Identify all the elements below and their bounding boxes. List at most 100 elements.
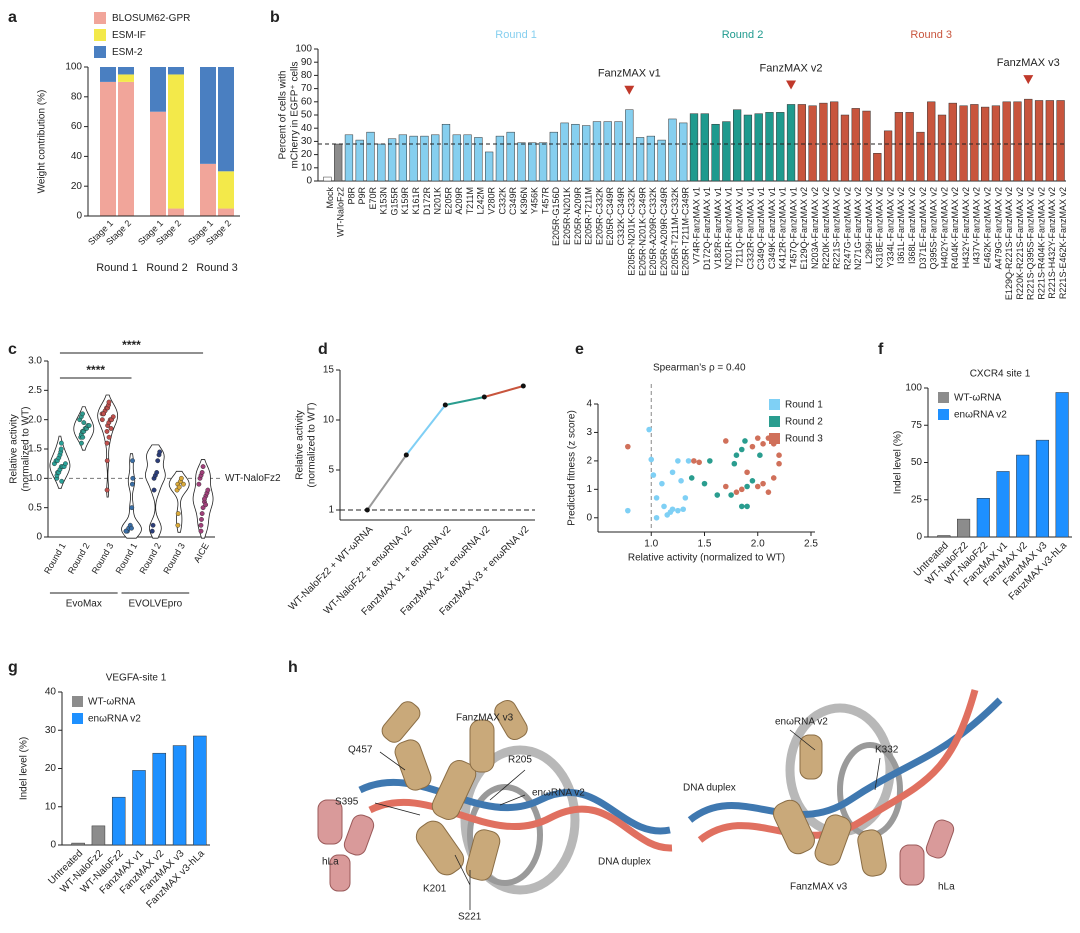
- x-tick-label: AICE: [192, 541, 211, 564]
- x-tick-label: T211M: [465, 187, 475, 214]
- y-axis-label: (normalized to WT): [21, 406, 32, 491]
- dna-strand: [687, 697, 1003, 823]
- bar: [830, 101, 839, 182]
- legend-label: WT-ωRNA: [88, 697, 136, 708]
- structure-label: hLa: [938, 882, 955, 893]
- y-tick-label: 100: [905, 383, 922, 394]
- y-tick-label: 10: [323, 415, 335, 426]
- bar-segment: [150, 67, 166, 112]
- point: [667, 509, 674, 515]
- point: [58, 446, 64, 452]
- y-tick-label: 1: [328, 505, 334, 516]
- x-tick-label: R221S-E462K-FanzMAX v2: [1058, 187, 1068, 299]
- x-tick-label: R221S-R404K-FanzMAX v2: [1036, 187, 1046, 300]
- structure-label: FanzMAX v3: [790, 882, 848, 893]
- y-tick-label: 40: [71, 151, 83, 162]
- structure-label: DNA duplex: [683, 783, 736, 794]
- x-tick-label: Round 3: [90, 541, 116, 575]
- point: [199, 511, 205, 516]
- point: [110, 414, 116, 420]
- y-tick-label: 0: [36, 532, 42, 543]
- x-tick-label: E462K-FanzMAX v2: [983, 187, 993, 269]
- bar: [996, 471, 1010, 538]
- point: [80, 411, 85, 417]
- panel-letter: d: [318, 341, 328, 358]
- bar: [152, 752, 167, 846]
- point: [86, 423, 92, 428]
- point: [155, 458, 161, 464]
- panel-letter: h: [288, 659, 298, 676]
- point: [106, 399, 112, 405]
- point: [176, 484, 182, 490]
- x-tick-label: 1.5: [698, 539, 712, 550]
- point: [154, 470, 160, 475]
- point: [682, 495, 689, 501]
- protein: [381, 699, 528, 881]
- bar: [571, 123, 580, 182]
- point: [650, 472, 657, 478]
- group-label: Round 1: [495, 29, 537, 41]
- point: [678, 478, 684, 484]
- x-tick-label: K161R: [411, 187, 421, 215]
- bar: [957, 518, 971, 538]
- y-axis-label: Weight contribution (%): [37, 90, 48, 194]
- point: [129, 525, 134, 531]
- bar: [905, 112, 914, 182]
- point: [661, 503, 667, 510]
- x-tick-label: P9R: [357, 187, 367, 205]
- point: [202, 496, 207, 502]
- y-tick-label: 1: [586, 484, 592, 495]
- y-tick-label: 1.0: [28, 473, 42, 484]
- y-tick-label: 60: [71, 121, 83, 132]
- x-tick-label: T211Q-FanzMAX v1: [735, 187, 745, 268]
- legend-swatch: [94, 12, 106, 24]
- x-tick-label: V74R-FanzMAX v1: [691, 187, 701, 264]
- bar: [1024, 98, 1033, 182]
- y-tick-label: 60: [301, 96, 313, 107]
- significance-label: ****: [122, 338, 141, 352]
- bar: [1002, 101, 1011, 182]
- point: [200, 464, 206, 469]
- line-segment: [445, 396, 485, 406]
- dna-strand: [368, 798, 673, 852]
- annotation: Spearman’s ρ = 0.40: [653, 363, 746, 374]
- point: [738, 486, 745, 493]
- x-tick-label: K396N: [519, 187, 529, 215]
- bar: [765, 112, 774, 182]
- point: [63, 461, 68, 467]
- y-tick-label: 50: [301, 110, 313, 121]
- structure-label: hLa: [322, 857, 339, 868]
- y-tick-label: 100: [65, 62, 82, 73]
- bar-segment: [218, 208, 234, 216]
- bar: [1055, 392, 1069, 538]
- legend-swatch: [72, 696, 83, 707]
- bar: [808, 105, 817, 182]
- y-tick-label: 25: [911, 494, 923, 505]
- x-tick-label: C349R: [508, 187, 518, 216]
- x-tick-label: Q395S-FanzMAX v2: [929, 187, 939, 270]
- bar: [819, 102, 828, 182]
- line-segment: [484, 385, 524, 398]
- annotation-marker: [1023, 75, 1034, 85]
- bar: [754, 113, 763, 182]
- y-tick-label: 0: [306, 176, 312, 187]
- point: [733, 452, 740, 459]
- point: [99, 417, 105, 423]
- point: [688, 475, 695, 481]
- point: [723, 483, 729, 490]
- y-tick-label: 0.5: [28, 502, 42, 513]
- x-tick-label: G155R: [389, 187, 399, 216]
- structure-label: enωRNA v2: [775, 717, 828, 728]
- bar: [1035, 439, 1049, 538]
- x-tick-label: E205R-T211M-C349R: [681, 187, 691, 276]
- bar: [387, 138, 397, 182]
- chart-title: VEGFA-site 1: [106, 673, 167, 684]
- bar: [334, 143, 343, 182]
- dna-strand: [697, 689, 979, 843]
- point: [723, 438, 729, 444]
- bar: [657, 139, 666, 182]
- bar: [991, 105, 1001, 182]
- point: [104, 428, 110, 434]
- bar: [959, 105, 968, 182]
- point: [714, 492, 721, 498]
